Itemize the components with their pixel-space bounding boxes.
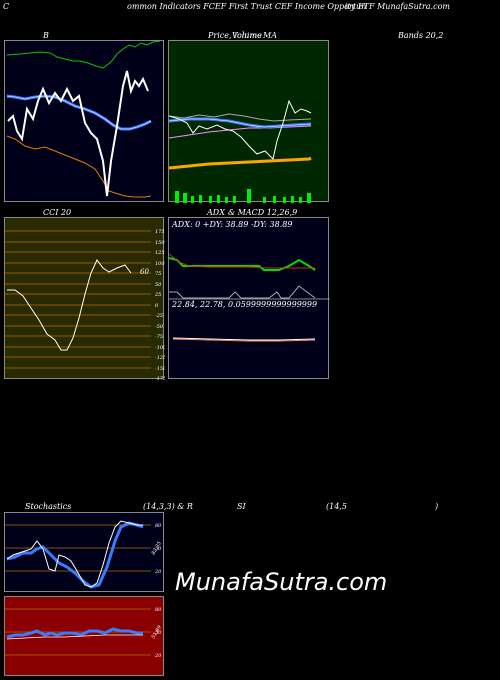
cci-tick: -175 <box>155 376 165 380</box>
volume-bar <box>183 193 187 203</box>
stoch-params-label: (14,3,3) & R <box>143 502 193 511</box>
adx-label: ADX <box>207 208 225 217</box>
volume-bar <box>191 196 194 203</box>
rsi-axis-ticks: 80 50 20 <box>154 607 162 659</box>
cci-tick: 75 <box>155 271 161 277</box>
cci-chart: 175 150 125 100 75 50 25 0 -25 -50 -75 -100 -1… <box>5 229 165 380</box>
cci-tick: 50 <box>155 282 162 288</box>
adx-macd-panel <box>168 217 330 379</box>
cci-panel: 175 150 125 100 75 50 25 0 -25 -50 -75 -100 -1… <box>4 217 165 380</box>
ichimoku-grey-line <box>169 113 312 122</box>
volume-bar <box>263 197 266 203</box>
rsi-panel: 80 50 20 51.89 <box>4 596 164 676</box>
cci-axis-ticks: 175 150 125 100 75 50 25 0 -25 -50 -75 -100 -1… <box>154 229 165 380</box>
bb-upper-line <box>6 41 161 69</box>
price-volume-panel <box>168 40 329 203</box>
cci-tick: -150 <box>155 366 165 372</box>
macd-label: & MACD 12,26,9 <box>228 208 298 217</box>
cci-tick: 125 <box>155 250 165 256</box>
cci-line <box>7 259 132 351</box>
ichimoku-label: Ichimo <box>234 31 262 40</box>
rsi-params-label: (14,5 <box>326 502 347 511</box>
bollinger-panel <box>4 40 164 202</box>
cci-tick: 150 <box>155 240 165 246</box>
ma-slow-line <box>169 156 312 170</box>
volume-bar <box>299 197 302 203</box>
volume-bar <box>175 191 179 203</box>
ma-mid-line <box>169 125 312 139</box>
rsi-blue-line <box>6 627 143 639</box>
adx-green-line <box>169 257 316 271</box>
stoch-gridlines <box>5 524 151 572</box>
stoch-label: Stochastics <box>25 502 72 511</box>
cci-tick: -50 <box>155 324 164 330</box>
stochastics-panel: 80 50 20 82.35 <box>4 512 164 592</box>
cci-tick: 175 <box>155 229 165 235</box>
bollinger-label: B <box>43 31 49 40</box>
cci-tick: 25 <box>154 292 161 298</box>
cci-tick: -125 <box>155 355 165 361</box>
cci-tick: -100 <box>155 345 165 351</box>
stoch-tick: 50 <box>155 546 162 552</box>
stoch-tick: 80 <box>155 523 162 529</box>
header-title: ommon Indicators FCEF First Trust CEF In… <box>127 2 367 11</box>
stoch-axis-ticks: 80 50 20 <box>154 523 162 575</box>
volume-bar <box>233 196 236 203</box>
bollinger-chart <box>6 41 161 198</box>
stoch-blue-line <box>6 521 144 589</box>
volume-bar <box>307 193 311 203</box>
cci-tick: -75 <box>155 334 163 340</box>
volume-bar <box>217 195 220 203</box>
macd-line <box>172 337 316 341</box>
watermark-logo: MunafaSutra.com <box>175 568 388 596</box>
rsi-tick: 80 <box>155 607 162 613</box>
cci-tick: 0 <box>155 303 159 309</box>
volume-bar <box>247 189 251 203</box>
header-right: ity ETF MunafaSutra.com <box>345 2 450 11</box>
price-line-2 <box>169 99 312 160</box>
rsi-last-value: 51.89 <box>151 624 164 640</box>
rsi-tick: 20 <box>154 653 162 659</box>
adx-grey-line <box>169 285 316 299</box>
volume-bar <box>283 197 286 203</box>
macd-signal-line <box>172 338 316 342</box>
price-line <box>7 70 149 197</box>
stoch-white-line <box>6 520 143 588</box>
cci-tick: 100 <box>155 261 165 267</box>
cci-label: CCI 20 <box>43 208 72 217</box>
rsi-white-line <box>6 634 143 640</box>
volume-bars <box>175 189 311 203</box>
macd-values: 22.84, 22.78, 0.0599999999999999 <box>172 300 318 309</box>
volume-bar <box>209 196 212 203</box>
ma-blue-inner <box>169 118 312 128</box>
ma-label: MA <box>263 31 277 40</box>
volume-bar <box>291 196 294 203</box>
stochastics-chart: 80 50 20 82.35 <box>5 520 163 589</box>
cci-tick: -25 <box>155 313 163 319</box>
adx-red-line <box>169 253 315 269</box>
bands-label: Bands 20,2 <box>398 31 444 40</box>
price-volume-chart <box>169 99 312 203</box>
cci-last-value: 60 <box>140 268 149 276</box>
adx-values: ADX: 0 +DY: 38.89 -DY: 38.89 <box>172 220 293 229</box>
bb-lower-line <box>6 135 152 198</box>
rsi-params-close: ) <box>435 502 439 511</box>
cci-gridlines <box>5 230 151 369</box>
volume-bar <box>225 197 228 203</box>
adx-macd-chart <box>169 253 330 342</box>
header-left: C <box>3 2 10 11</box>
volume-label: Volume <box>232 31 262 40</box>
bb-mid-inner <box>6 95 152 130</box>
volume-bar <box>199 195 202 203</box>
stoch-tick: 20 <box>154 569 162 575</box>
rsi-tick: 50 <box>155 630 162 636</box>
rsi-chart: 80 50 20 51.89 <box>5 607 164 659</box>
volume-bar <box>273 196 276 203</box>
rsi-label: SI <box>237 502 246 511</box>
price-label: Price, <box>208 31 232 40</box>
